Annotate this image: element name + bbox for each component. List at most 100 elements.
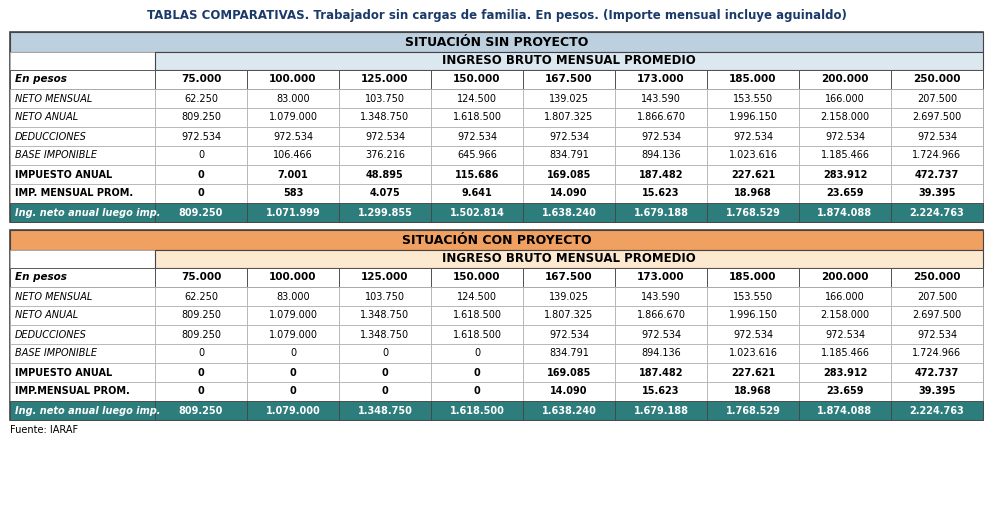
Text: 2.224.763: 2.224.763 xyxy=(910,406,964,415)
Text: 169.085: 169.085 xyxy=(547,170,591,179)
Text: 809.250: 809.250 xyxy=(179,406,223,415)
Text: 1.874.088: 1.874.088 xyxy=(817,207,873,217)
Bar xyxy=(523,108,615,127)
Bar xyxy=(707,89,799,108)
Bar xyxy=(891,89,983,108)
Bar xyxy=(891,306,983,325)
Bar xyxy=(615,70,707,89)
Text: 166.000: 166.000 xyxy=(825,292,865,302)
Bar xyxy=(523,165,615,184)
Bar xyxy=(339,127,431,146)
Text: 150.000: 150.000 xyxy=(453,74,500,84)
Text: 972.534: 972.534 xyxy=(549,330,589,340)
Text: 1.348.750: 1.348.750 xyxy=(357,406,412,415)
Bar xyxy=(155,52,983,70)
Bar xyxy=(707,306,799,325)
Text: 23.659: 23.659 xyxy=(826,386,864,396)
Text: 187.482: 187.482 xyxy=(638,170,683,179)
Text: 972.534: 972.534 xyxy=(917,330,957,340)
Bar xyxy=(247,70,339,89)
Bar xyxy=(339,287,431,306)
Bar xyxy=(523,363,615,382)
Bar xyxy=(799,401,891,420)
Bar xyxy=(10,382,155,401)
Bar xyxy=(615,344,707,363)
Bar xyxy=(707,108,799,127)
Text: 1.348.750: 1.348.750 xyxy=(360,330,409,340)
Bar xyxy=(155,165,247,184)
Text: IMPUESTO ANUAL: IMPUESTO ANUAL xyxy=(15,368,112,378)
Text: 0: 0 xyxy=(198,386,205,396)
Text: TABLAS COMPARATIVAS. Trabajador sin cargas de familia. En pesos. (Importe mensua: TABLAS COMPARATIVAS. Trabajador sin carg… xyxy=(147,9,846,22)
Bar xyxy=(431,363,523,382)
Text: 4.075: 4.075 xyxy=(369,188,400,199)
Bar xyxy=(523,344,615,363)
Text: En pesos: En pesos xyxy=(15,74,67,84)
Bar xyxy=(431,306,523,325)
Bar xyxy=(10,250,155,268)
Text: 23.659: 23.659 xyxy=(826,188,864,199)
Text: En pesos: En pesos xyxy=(15,272,67,282)
Bar xyxy=(155,344,247,363)
Bar xyxy=(247,382,339,401)
Text: 1.874.088: 1.874.088 xyxy=(817,406,873,415)
Text: 9.641: 9.641 xyxy=(462,188,493,199)
Text: 0: 0 xyxy=(474,386,481,396)
Text: 14.090: 14.090 xyxy=(550,386,588,396)
Bar xyxy=(431,108,523,127)
Bar xyxy=(707,165,799,184)
Text: 75.000: 75.000 xyxy=(181,74,221,84)
Text: 250.000: 250.000 xyxy=(914,74,961,84)
Text: 7.001: 7.001 xyxy=(278,170,309,179)
Bar xyxy=(431,268,523,287)
Text: 1.079.000: 1.079.000 xyxy=(265,406,321,415)
Text: 39.395: 39.395 xyxy=(919,188,955,199)
Text: 103.750: 103.750 xyxy=(365,94,405,103)
Bar xyxy=(155,401,247,420)
Text: 472.737: 472.737 xyxy=(915,368,959,378)
Text: SITUACIÓN CON PROYECTO: SITUACIÓN CON PROYECTO xyxy=(402,233,591,246)
Text: 1.996.150: 1.996.150 xyxy=(729,310,778,320)
Bar xyxy=(155,325,247,344)
Text: 167.500: 167.500 xyxy=(545,74,593,84)
Bar xyxy=(523,127,615,146)
Text: 39.395: 39.395 xyxy=(919,386,955,396)
Text: 1.724.966: 1.724.966 xyxy=(913,348,961,358)
Text: 0: 0 xyxy=(198,368,205,378)
Text: NETO ANUAL: NETO ANUAL xyxy=(15,112,78,123)
Bar xyxy=(523,306,615,325)
Text: 150.000: 150.000 xyxy=(453,272,500,282)
Bar xyxy=(339,344,431,363)
Text: 972.534: 972.534 xyxy=(549,132,589,141)
Bar xyxy=(707,70,799,89)
Bar xyxy=(615,146,707,165)
Text: INGRESO BRUTO MENSUAL PROMEDIO: INGRESO BRUTO MENSUAL PROMEDIO xyxy=(442,253,696,266)
Text: 809.250: 809.250 xyxy=(181,112,221,123)
Bar xyxy=(247,401,339,420)
Bar xyxy=(707,203,799,222)
Text: 166.000: 166.000 xyxy=(825,94,865,103)
Bar xyxy=(339,382,431,401)
Text: 0: 0 xyxy=(198,188,205,199)
Bar xyxy=(707,344,799,363)
Bar xyxy=(247,287,339,306)
Bar xyxy=(339,203,431,222)
Bar xyxy=(155,287,247,306)
Text: 169.085: 169.085 xyxy=(547,368,591,378)
Bar xyxy=(155,89,247,108)
Text: SITUACIÓN SIN PROYECTO: SITUACIÓN SIN PROYECTO xyxy=(405,35,588,48)
Text: 834.791: 834.791 xyxy=(549,348,589,358)
Bar xyxy=(155,146,247,165)
Bar xyxy=(431,203,523,222)
Text: 250.000: 250.000 xyxy=(914,272,961,282)
Bar xyxy=(891,108,983,127)
Text: 48.895: 48.895 xyxy=(366,170,404,179)
Bar xyxy=(431,127,523,146)
Bar xyxy=(707,268,799,287)
Bar xyxy=(707,127,799,146)
Text: 0: 0 xyxy=(474,368,481,378)
Bar xyxy=(799,127,891,146)
Bar xyxy=(155,250,983,268)
Text: 1.679.188: 1.679.188 xyxy=(634,406,688,415)
Text: 14.090: 14.090 xyxy=(550,188,588,199)
